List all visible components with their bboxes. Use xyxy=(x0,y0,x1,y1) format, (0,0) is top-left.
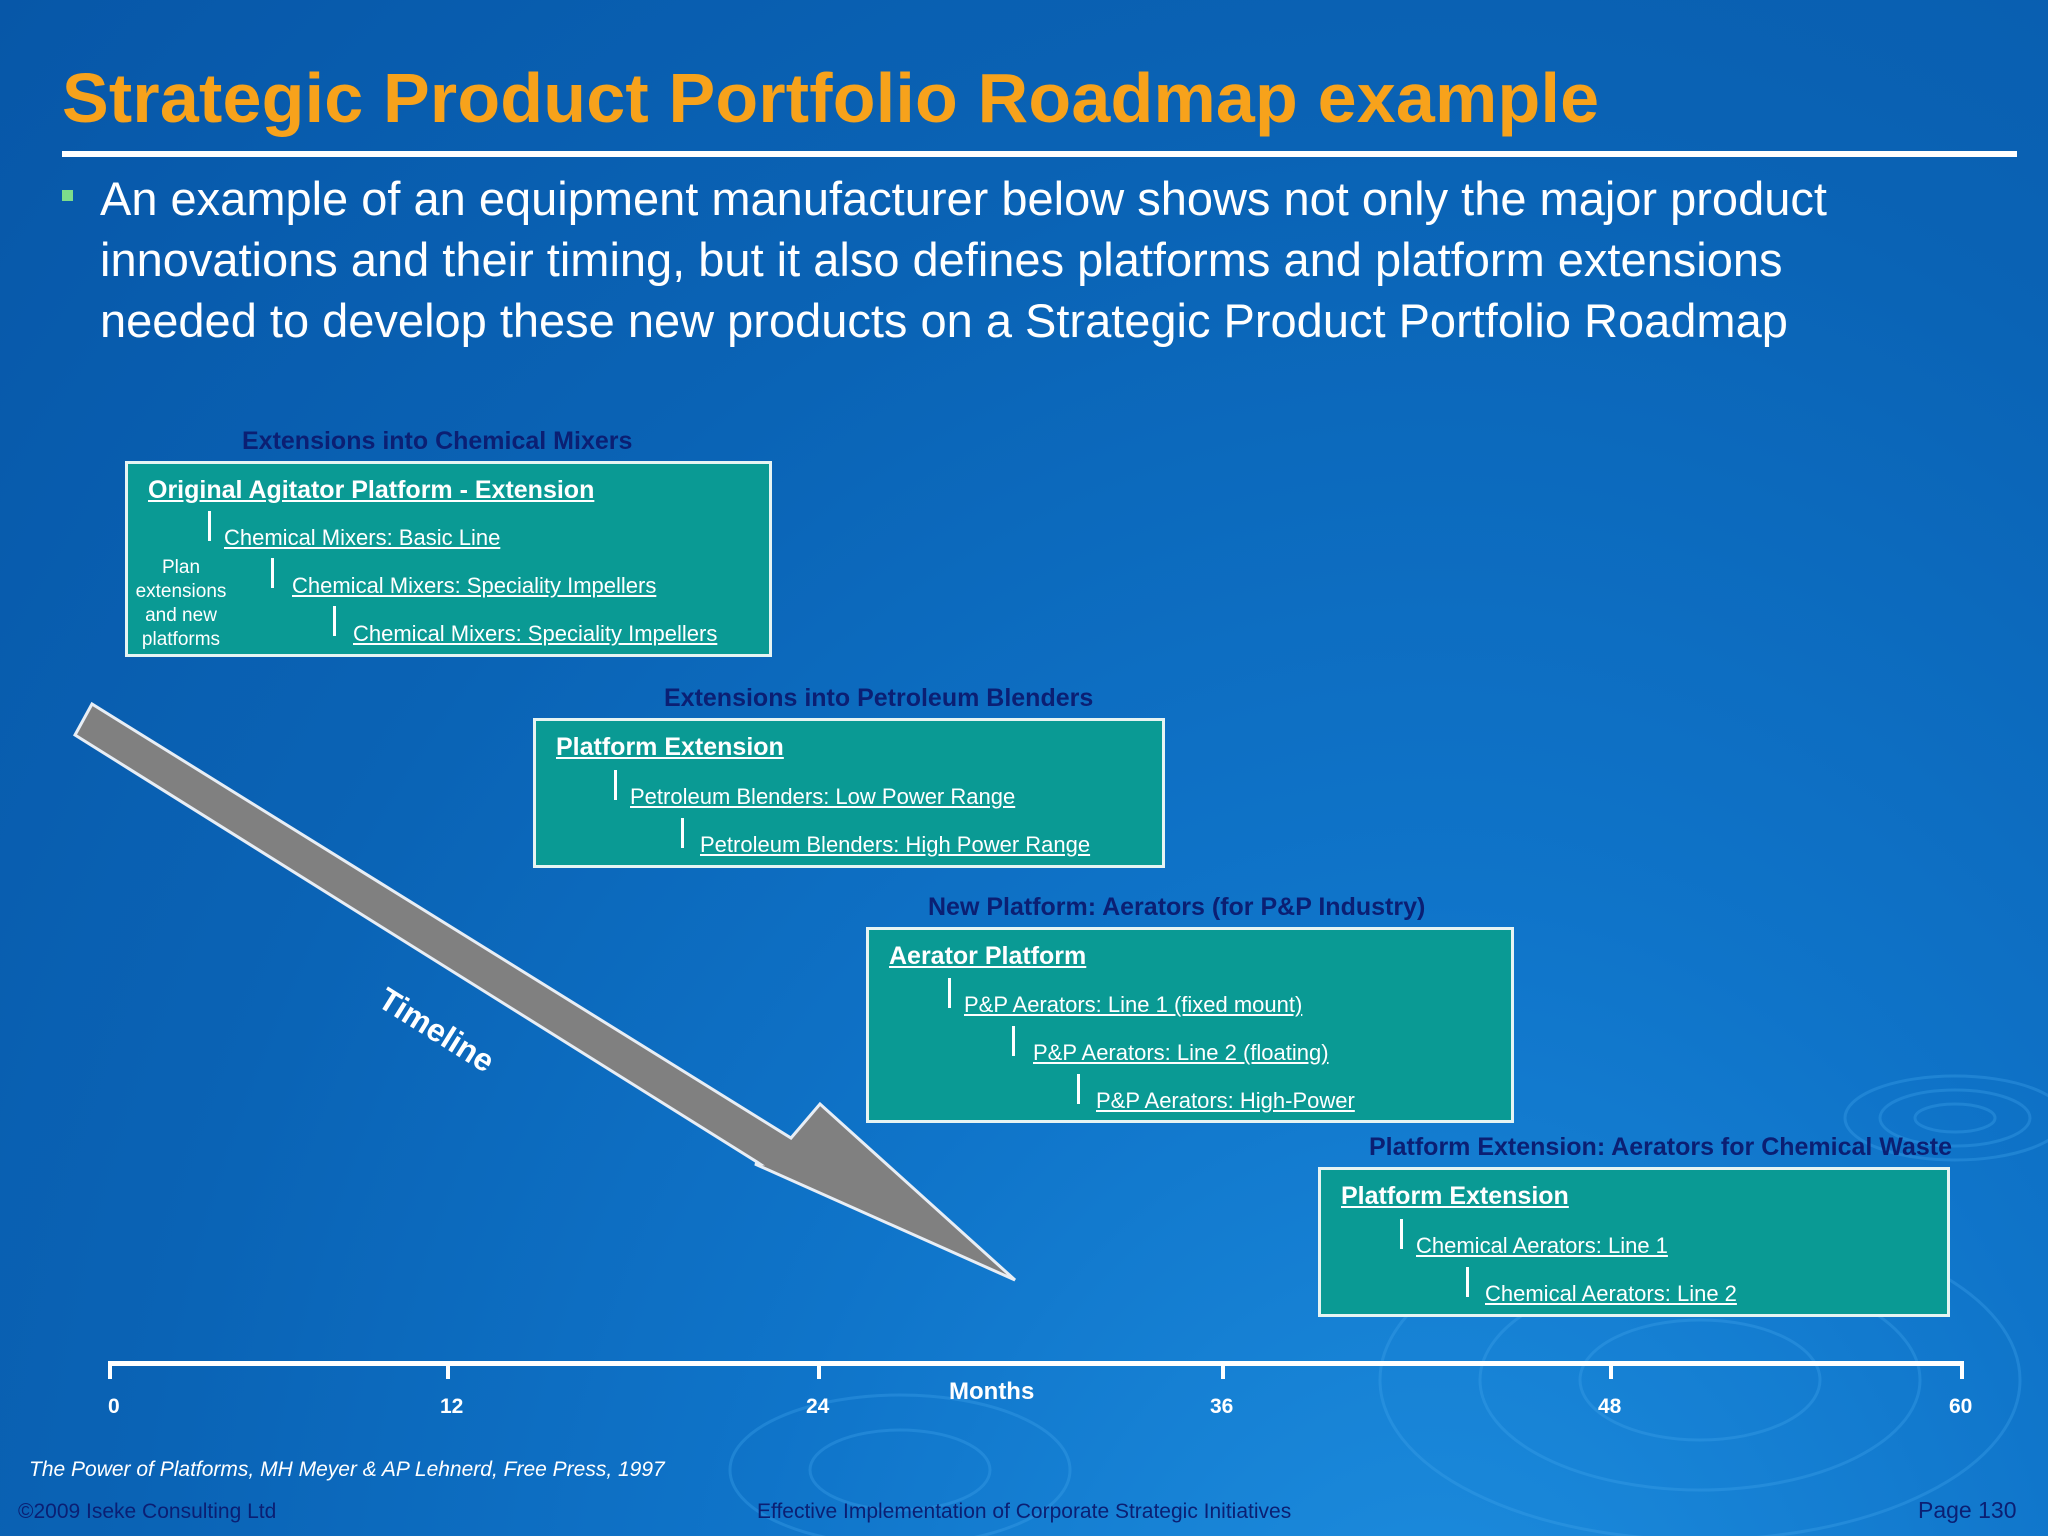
footer-center-text: Effective Implementation of Corporate St… xyxy=(757,1500,1292,1523)
roadmap-item: P&P Aerators: Line 2 (floating) xyxy=(1033,1040,1329,1065)
axis-tick-label: 36 xyxy=(1210,1395,1234,1418)
axis-tick xyxy=(1609,1361,1613,1379)
milestone-marker xyxy=(1012,1026,1015,1056)
milestone-marker xyxy=(948,978,951,1008)
roadmap-item: P&P Aerators: High-Power xyxy=(1096,1088,1355,1113)
box-title: Platform Extension xyxy=(556,733,784,761)
months-axis xyxy=(108,1361,1964,1366)
milestone-marker xyxy=(333,606,336,636)
source-footnote: The Power of Platforms, MH Meyer & AP Le… xyxy=(29,1458,665,1481)
box-title: Original Agitator Platform - Extension xyxy=(148,476,595,504)
box-title: Aerator Platform xyxy=(889,942,1087,970)
milestone-marker xyxy=(1400,1219,1403,1249)
bullet-marker xyxy=(62,190,73,201)
group-label-chemical-mixers: Extensions into Chemical Mixers xyxy=(242,427,633,455)
group-label-chemical-waste: Platform Extension: Aerators for Chemica… xyxy=(1369,1133,1953,1161)
roadmap-item: Chemical Aerators: Line 2 xyxy=(1485,1281,1737,1306)
intro-line: innovations and their timing, but it als… xyxy=(100,233,1783,286)
roadmap-item: Chemical Mixers: Basic Line xyxy=(224,525,501,550)
milestone-marker xyxy=(614,770,617,800)
axis-tick-label: 48 xyxy=(1598,1395,1622,1418)
title-divider xyxy=(62,151,2017,157)
milestone-marker xyxy=(271,558,274,588)
box-chemical-waste: Platform Extension Chemical Aerators: Li… xyxy=(1318,1167,1950,1317)
axis-title: Months xyxy=(949,1378,1035,1405)
roadmap-item: Chemical Mixers: Speciality Impellers xyxy=(292,573,657,598)
box-chemical-mixers: Original Agitator Platform - Extension C… xyxy=(125,461,772,657)
axis-tick xyxy=(1960,1361,1964,1379)
intro-line: needed to develop these new products on … xyxy=(100,294,1788,347)
milestone-marker xyxy=(1077,1074,1080,1104)
page-title: Strategic Product Portfolio Roadmap exam… xyxy=(62,59,1600,137)
axis-tick xyxy=(1221,1361,1225,1379)
axis-tick xyxy=(108,1361,112,1379)
roadmap-item: Petroleum Blenders: Low Power Range xyxy=(630,784,1016,809)
group-label-petroleum-blenders: Extensions into Petroleum Blenders xyxy=(664,684,1094,712)
axis-tick-label: 12 xyxy=(440,1395,464,1418)
axis-tick-label: 24 xyxy=(806,1395,830,1418)
timeline-label: Timeline xyxy=(372,980,501,1079)
axis-tick-label: 0 xyxy=(108,1395,120,1418)
intro-line: An example of an equipment manufacturer … xyxy=(100,172,1827,225)
group-label-aerators: New Platform: Aerators (for P&P Industry… xyxy=(928,893,1426,921)
page-number: Page 130 xyxy=(1918,1497,2017,1523)
axis-tick xyxy=(446,1361,450,1379)
box-petroleum-blenders: Platform Extension Petroleum Blenders: L… xyxy=(533,718,1165,868)
box-aerators: Aerator Platform P&P Aerators: Line 1 (f… xyxy=(866,927,1514,1123)
intro-bullet: An example of an equipment manufacturer … xyxy=(100,168,2030,351)
milestone-marker xyxy=(208,511,211,541)
roadmap-item: Chemical Aerators: Line 1 xyxy=(1416,1233,1668,1258)
box-title: Platform Extension xyxy=(1341,1182,1569,1210)
roadmap-item: Petroleum Blenders: High Power Range xyxy=(700,832,1091,857)
plan-note: Plan extensions and new platforms xyxy=(135,557,227,650)
roadmap-item: P&P Aerators: Line 1 (fixed mount) xyxy=(964,992,1303,1017)
roadmap-item: Chemical Mixers: Speciality Impellers xyxy=(353,621,718,646)
axis-tick-label: 60 xyxy=(1949,1395,1973,1418)
milestone-marker xyxy=(681,818,684,848)
axis-tick xyxy=(817,1361,821,1379)
footer-copyright: ©2009 Iseke Consulting Ltd xyxy=(18,1500,277,1523)
milestone-marker xyxy=(1466,1267,1469,1297)
